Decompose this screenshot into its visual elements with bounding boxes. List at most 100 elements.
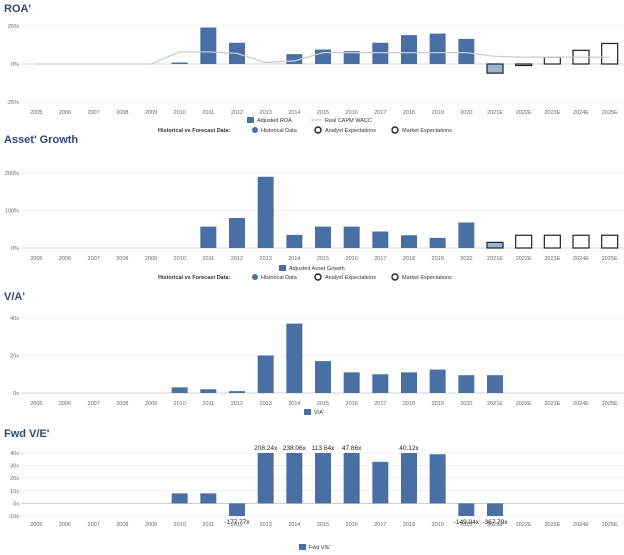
fwdve-bar [343,453,360,504]
roa-legend-analyst-icon [314,126,322,134]
roa-ytick-label: 0% [11,62,19,68]
growth-forecast-legend-title: Historical vs Forecast Data: [158,275,231,281]
fwdve-xtick-label: 2020 [460,522,472,528]
roa-xtick-label: 2020 [460,110,472,116]
va-bar [286,323,303,393]
growth-legend-market: Market Expectations [402,275,452,281]
fwdve-xtick-label: 2013 [260,522,272,528]
roa-legend-market-icon [391,126,399,134]
growth-xtick-label: 2019 [432,256,444,262]
roa-xtick-label: 2014 [288,110,300,116]
growth-bar [372,231,389,248]
va-bar [229,391,245,393]
va-bar [401,372,417,393]
va-bar [429,369,446,393]
fwdve-xtick-label: 2024E [573,522,589,528]
roa-legend-historical: Historical Data [261,128,298,134]
roa-xtick-label: 2019 [432,110,444,116]
roa-forecast-legend-title: Historical vs Forecast Data: [158,128,231,134]
va-xtick-label: 2010 [174,401,186,407]
growth-legend-analyst: Analyst Expectations [325,275,376,281]
va-bar [372,374,389,393]
fwdve-data-label: -149.04x [454,519,480,526]
fwdve-data-label: -177.77x [224,519,250,526]
roa-xtick-label: 2008 [116,110,128,116]
growth-ytick-label: 100% [5,209,19,215]
va-xtick-label: 2016 [346,401,358,407]
va-xtick-label: 2005 [30,401,42,407]
va-xtick-label: 2022E [516,401,532,407]
va-xtick-label: 2021E [487,401,503,407]
va-xtick-label: 2013 [260,401,272,407]
fwdve-xtick-label: 2021E [487,522,503,528]
growth-bar [343,226,360,248]
growth-legend-market-icon [391,273,399,281]
growth-bar-forecast [486,241,504,249]
roa-bar [429,33,446,64]
va-bar [171,387,188,393]
fwdve-bar [171,493,188,504]
roa-legend-swatch [247,117,254,123]
va-xtick-label: 2014 [288,401,300,407]
va-legend-swatch [304,409,311,415]
va-bar [200,389,217,393]
growth-xtick-label: 2017 [374,256,386,262]
va-bar [343,372,360,393]
va-xtick-label: 2019 [432,401,444,407]
roa-xtick-label: 2005 [30,110,42,116]
roa-bar [200,27,217,64]
fwdve-xtick-label: 2025E [602,522,618,528]
growth-title: Asset' Growth [4,134,78,146]
fwdve-xtick-label: 2006 [59,522,71,528]
roa-legend-analyst: Analyst Expectations [325,128,376,134]
growth-bar-forecast [572,234,590,249]
fwdve-bar [401,453,417,504]
va-bar [315,361,331,393]
fwdve-xtick-label: 2018 [403,522,415,528]
fwdve-xtick-label: 2019 [432,522,444,528]
roa-xtick-label: 2006 [59,110,71,116]
fwdve-ytick-label: 20x [10,476,19,482]
fwdve-xtick-label: 2023E [544,522,560,528]
roa-legend-historical-icon [252,127,258,133]
va-xtick-label: 2018 [403,401,415,407]
growth-bar-forecast [601,234,619,249]
fwdve-data-label: 113.64x [312,445,335,452]
roa-xtick-label: 2016 [346,110,358,116]
growth-xtick-label: 2008 [116,256,128,262]
fwdve-data-label: 40.12x [399,445,419,452]
growth-xtick-label: 2020 [460,256,472,262]
growth-bar-forecast [543,234,561,249]
roa-xtick-label: 2007 [88,110,100,116]
va-xtick-label: 2023E [544,401,560,407]
growth-bar [429,237,446,248]
va-title: V/A' [4,291,25,303]
fwdve-xtick-label: 2008 [116,522,128,528]
fwdve-data-label: 47.86x [342,445,362,452]
roa-xtick-label: 2015 [317,110,329,116]
fwdve-xtick-label: 2005 [30,522,42,528]
fwdve-ytick-label: -10x [8,514,19,520]
fwdve-xtick-label: 2011 [202,522,214,528]
roa-xtick-label: 2013 [260,110,272,116]
roa-xtick-label: 2018 [403,110,415,116]
va-xtick-label: 2017 [374,401,386,407]
fwdve-xtick-label: 2009 [145,522,157,528]
growth-bar [286,234,303,248]
fwdve-data-label: -367.79x [482,519,508,526]
growth-xtick-label: 2007 [88,256,100,262]
growth-bar [257,176,274,248]
fwdve-bar [200,493,217,504]
roa-ytick-label: -25% [6,100,19,106]
va-xtick-label: 2011 [202,401,214,407]
roa-legend-market: Market Expectations [402,128,452,134]
fwdve-bar [257,453,274,504]
va-legend-label: V/A' [314,410,324,416]
roa-bar-forecast [486,63,504,74]
roa-ytick-label: 25% [8,24,19,30]
growth-xtick-label: 2014 [288,256,300,262]
growth-legend-historical-icon [252,274,258,280]
growth-bar [458,222,475,248]
roa-legend-label: Adjusted ROA [257,118,292,124]
